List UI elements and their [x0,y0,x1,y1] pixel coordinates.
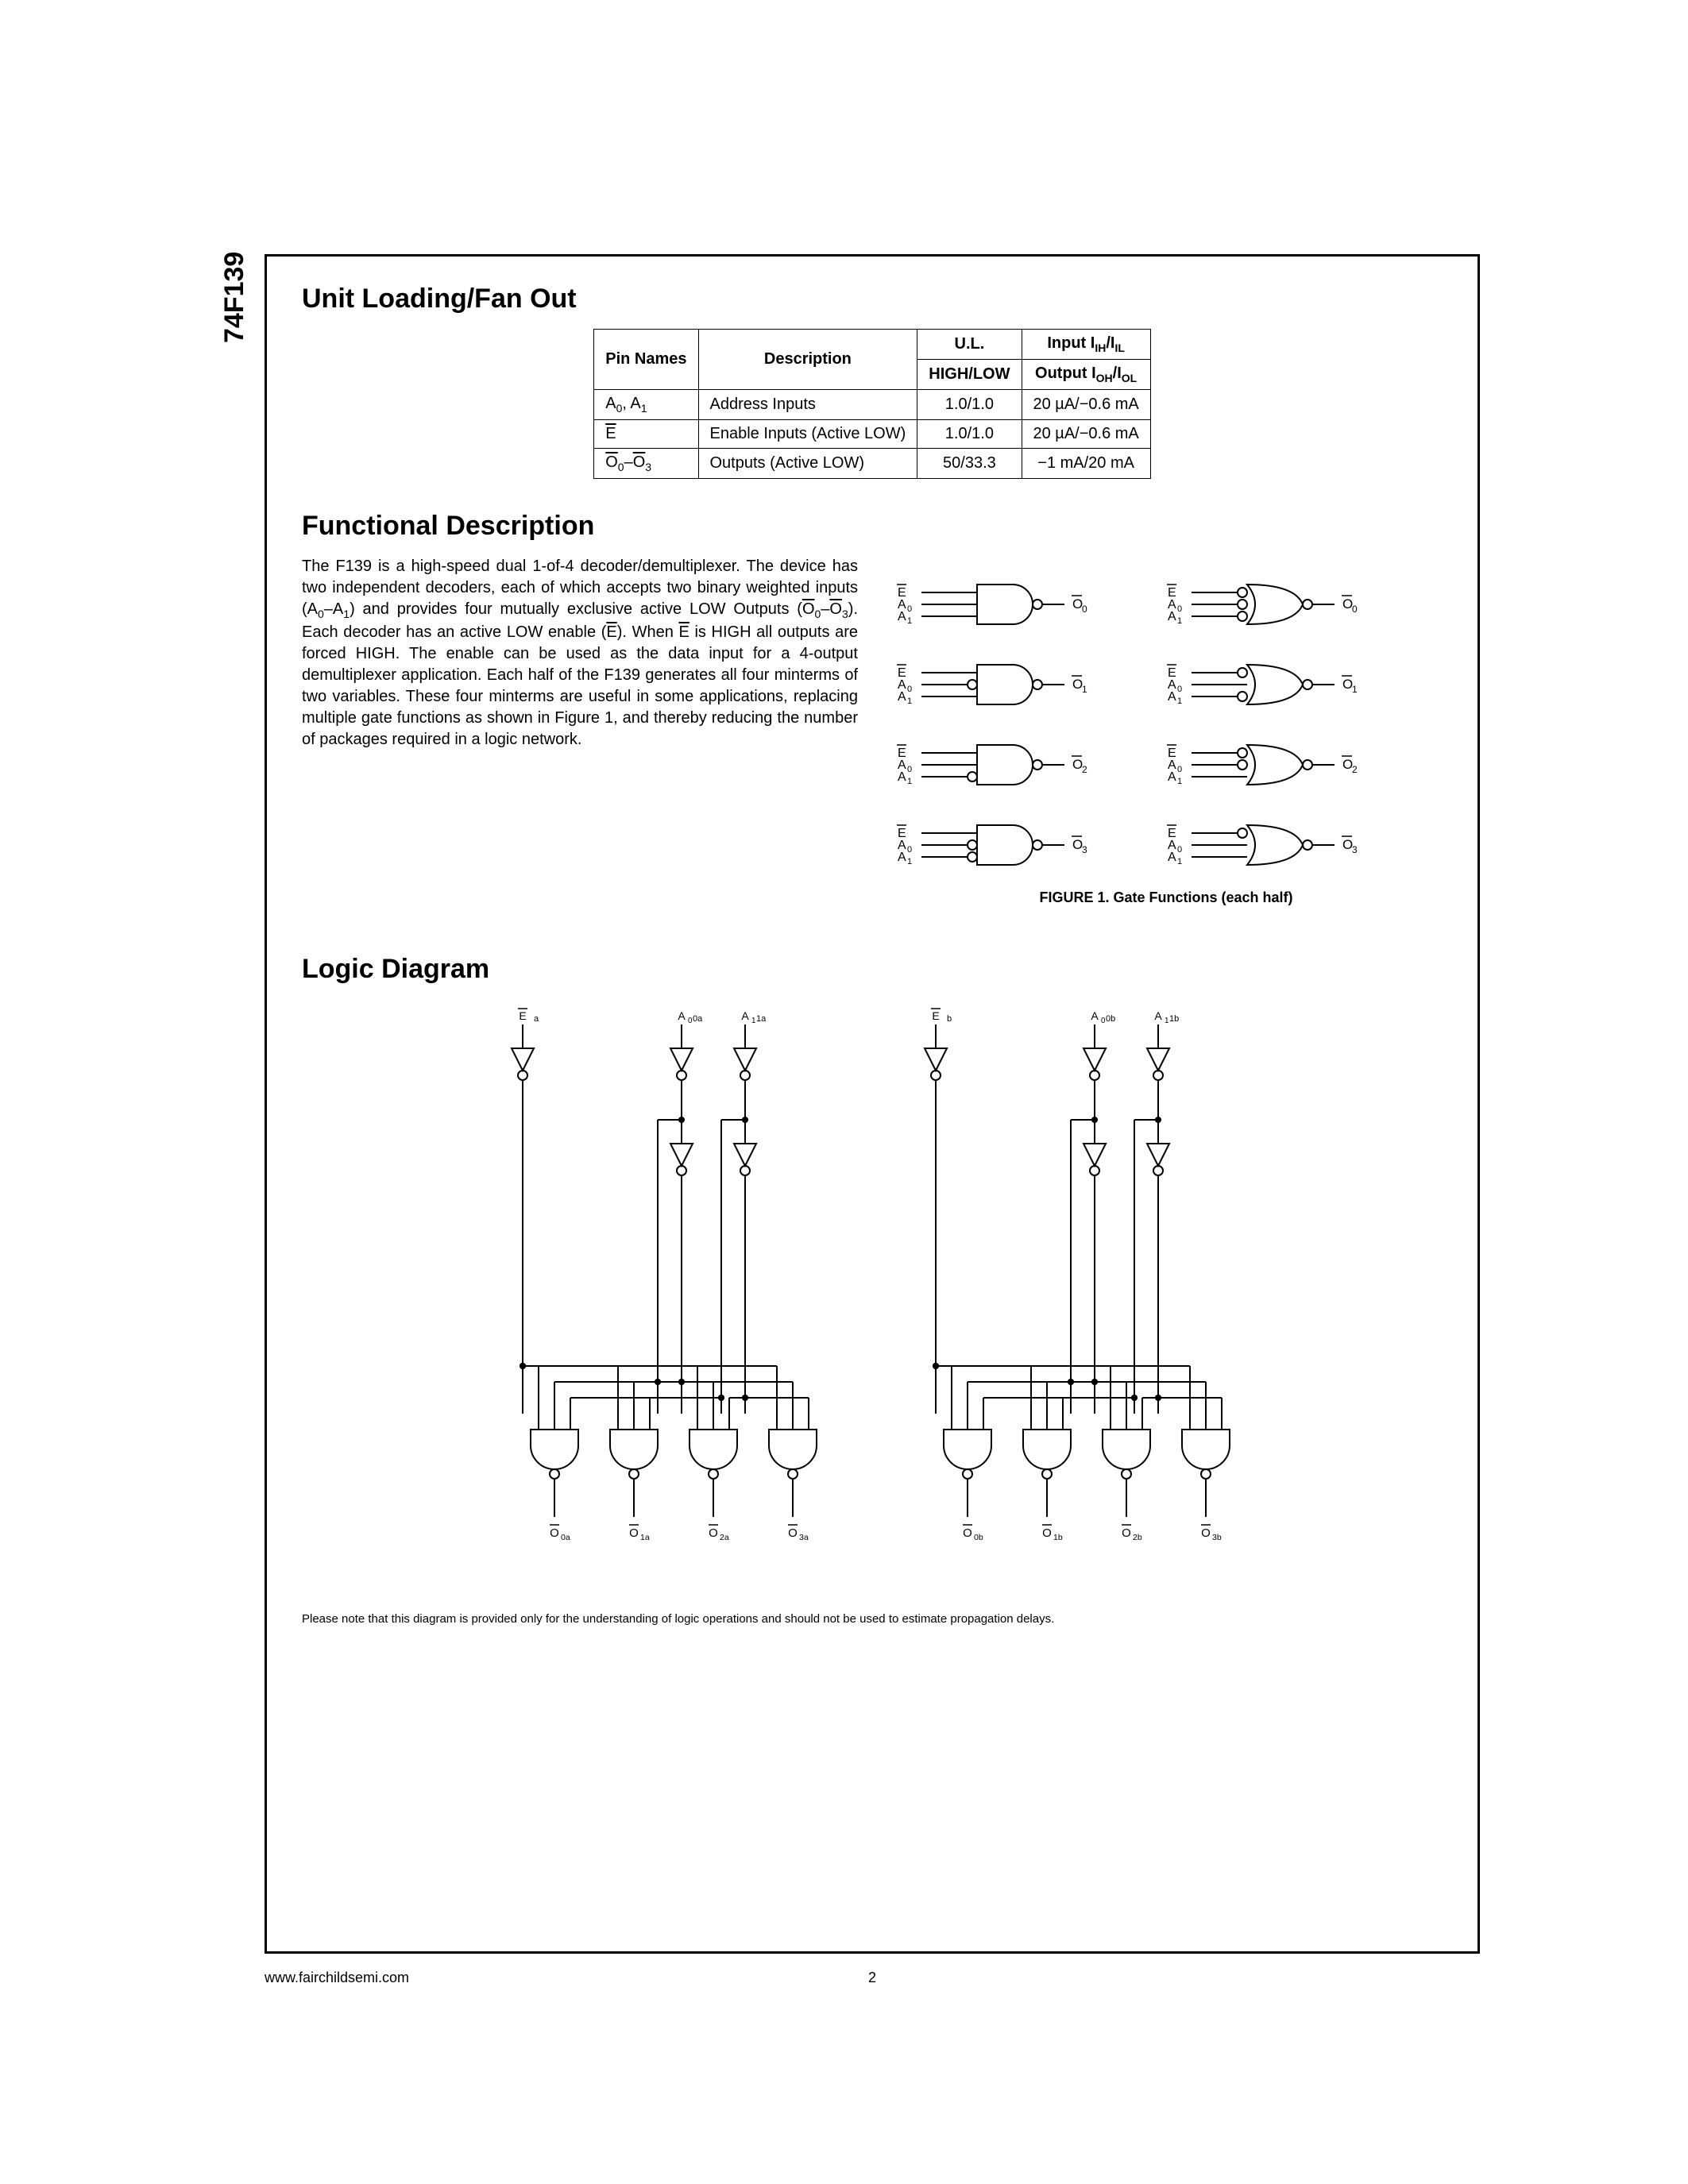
svg-text:O: O [629,1526,639,1540]
svg-text:A: A [741,1009,749,1022]
svg-text:2b: 2b [1133,1533,1142,1542]
svg-text:2a: 2a [720,1533,729,1542]
svg-text:0: 0 [1177,685,1182,694]
svg-text:A: A [1168,690,1176,704]
svg-text:1: 1 [907,616,912,626]
gate-item: O0EA0A1 [890,570,1112,642]
svg-text:3b: 3b [1212,1533,1222,1542]
svg-text:O: O [963,1526,972,1540]
col-desc: Description [698,330,917,390]
svg-text:3a: 3a [799,1533,809,1542]
gate-item: O3EA0A1 [890,811,1112,883]
svg-text:0b: 0b [1106,1014,1115,1024]
gate-item: O2EA0A1 [1160,731,1382,803]
svg-text:b: b [947,1014,952,1024]
svg-text:O: O [1201,1526,1211,1540]
svg-text:0: 0 [1352,604,1358,615]
svg-text:0: 0 [1177,845,1182,855]
svg-text:0: 0 [1082,604,1087,615]
svg-text:O: O [709,1526,718,1540]
col-ul-sub: HIGH/LOW [917,360,1022,390]
svg-text:1: 1 [1177,777,1182,786]
svg-text:O: O [1122,1526,1131,1540]
svg-text:A: A [898,851,906,864]
logic-diagram: EaA00aA11aO0aO1aO2aO3aEbA00bA11bO0bO1bO2… [302,1001,1443,1604]
svg-text:A: A [1154,1009,1162,1022]
col-io: Input IIH/IIL [1022,330,1150,360]
svg-text:1: 1 [1177,857,1182,866]
svg-text:1: 1 [1177,696,1182,706]
svg-text:0a: 0a [561,1533,570,1542]
section-title-logic: Logic Diagram [302,954,1443,985]
gate-item: O2EA0A1 [890,731,1112,803]
svg-text:2: 2 [1082,764,1087,775]
svg-text:A: A [678,1009,686,1022]
svg-text:1: 1 [1082,684,1087,695]
svg-text:1b: 1b [1053,1533,1063,1542]
svg-text:1: 1 [1165,1017,1168,1025]
svg-text:1b: 1b [1169,1014,1179,1024]
section-title-fanout: Unit Loading/Fan Out [302,284,1443,314]
page-footer: www.fairchildsemi.com 2 [265,1970,1480,1986]
svg-text:0: 0 [1177,765,1182,774]
svg-text:1: 1 [907,777,912,786]
page-number: 2 [868,1970,876,1986]
svg-text:0: 0 [1177,604,1182,614]
svg-text:E: E [519,1009,526,1022]
svg-text:0: 0 [907,685,912,694]
svg-text:A: A [898,690,906,704]
svg-text:a: a [534,1014,539,1024]
diagram-note: Please note that this diagram is provide… [302,1612,1443,1626]
footer-url: www.fairchildsemi.com [265,1970,409,1986]
part-number-side: 74F139 [219,252,250,343]
section-title-functional: Functional Description [302,511,1443,542]
gate-item: O0EA0A1 [1160,570,1382,642]
svg-text:0: 0 [907,765,912,774]
svg-text:0: 0 [907,604,912,614]
svg-text:1: 1 [907,696,912,706]
svg-text:A: A [1168,851,1176,864]
gate-item: O3EA0A1 [1160,811,1382,883]
svg-text:A: A [898,610,906,623]
col-ul: U.L. [917,330,1022,360]
table-row: EEnable Inputs (Active LOW)1.0/1.020 µA/… [594,420,1151,449]
col-io-sub: Output IOH/IOL [1022,360,1150,390]
svg-text:1a: 1a [756,1014,767,1024]
fanout-table: Pin Names Description U.L. Input IIH/IIL… [593,329,1151,479]
svg-text:3: 3 [1082,844,1087,855]
svg-text:A: A [1091,1009,1099,1022]
svg-text:O: O [1042,1526,1052,1540]
svg-text:1a: 1a [640,1533,650,1542]
svg-text:A: A [1168,610,1176,623]
svg-text:0a: 0a [693,1014,703,1024]
page-frame: Unit Loading/Fan Out Pin Names Descripti… [265,254,1480,1954]
svg-text:O: O [788,1526,798,1540]
svg-text:2: 2 [1352,764,1358,775]
svg-text:A: A [1168,770,1176,784]
gate-item: O1EA0A1 [890,650,1112,723]
svg-text:0: 0 [907,845,912,855]
figure1-caption: FIGURE 1. Gate Functions (each half) [890,889,1443,906]
table-row: O0–O3Outputs (Active LOW)50/33.3−1 mA/20… [594,449,1151,479]
svg-text:1: 1 [907,857,912,866]
svg-text:O: O [550,1526,559,1540]
gate-item: O1EA0A1 [1160,650,1382,723]
svg-text:1: 1 [1352,684,1358,695]
col-pin: Pin Names [594,330,698,390]
functional-description-text: The F139 is a high-speed dual 1-of-4 dec… [302,556,858,751]
svg-text:A: A [898,770,906,784]
table-row: A0, A1Address Inputs1.0/1.020 µA/−0.6 mA [594,390,1151,420]
svg-text:E: E [932,1009,939,1022]
gate-functions-figure: O0EA0A1 O1EA0A1 O2EA0A1 O3EA0A1 O0EA0A1 O1EA… [890,556,1443,906]
svg-text:3: 3 [1352,844,1358,855]
svg-text:1: 1 [751,1017,755,1025]
svg-text:1: 1 [1177,616,1182,626]
svg-text:0b: 0b [974,1533,983,1542]
